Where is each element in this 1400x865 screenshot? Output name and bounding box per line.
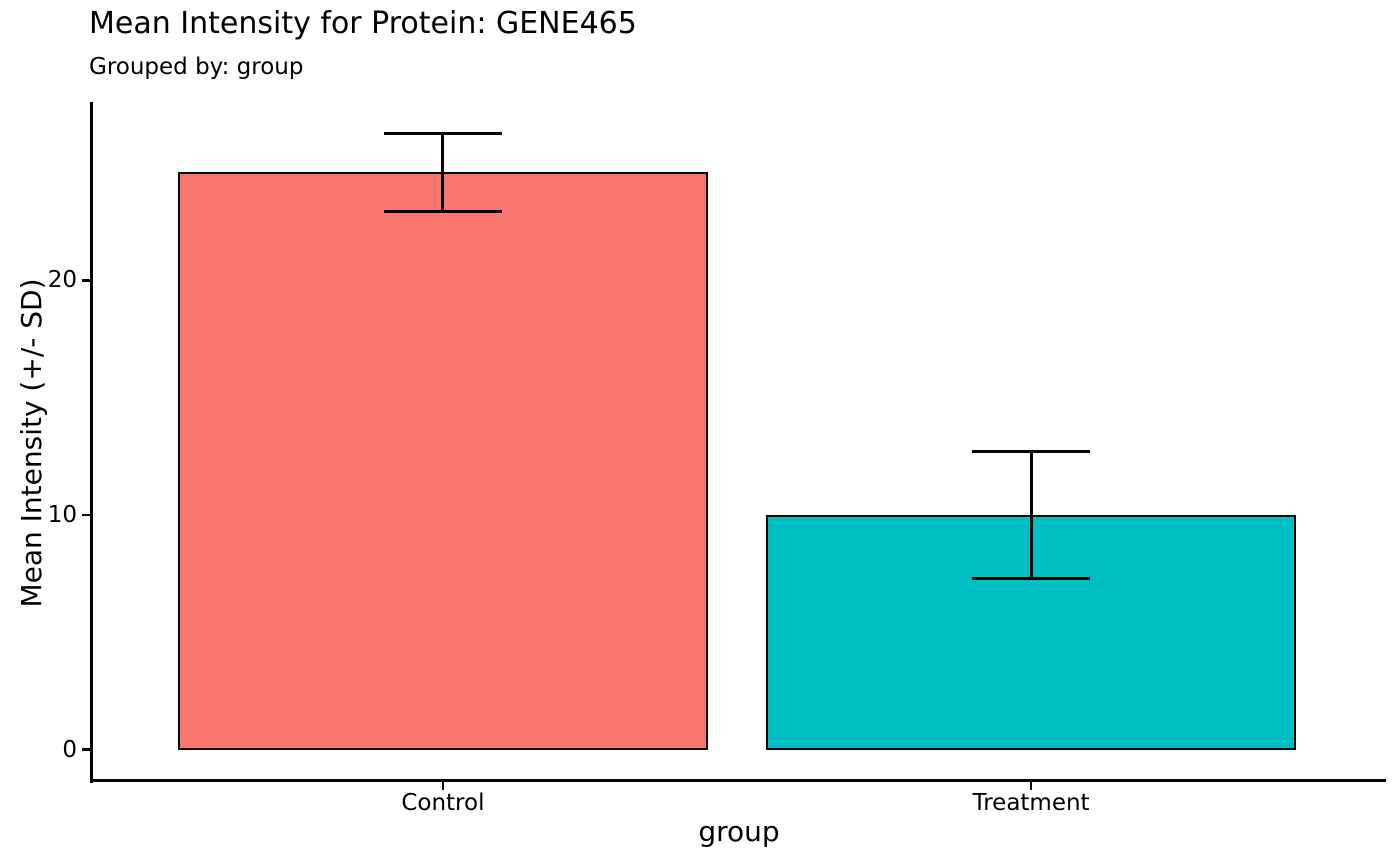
x-tick-label: Control [401,790,485,816]
error-bar-cap-bottom-control [384,209,502,213]
x-tick-label: Treatment [972,790,1090,816]
x-tick [441,781,445,790]
error-bar-cap-top-control [384,132,502,136]
y-tick-label: 0 [62,736,77,763]
y-axis-line [90,102,93,783]
chart-title: Mean Intensity for Protein: GENE465 [89,6,637,41]
y-tick-label: 10 [47,502,77,529]
error-bar-line-control [441,133,445,212]
y-tick [82,748,90,752]
chart-subtitle: Grouped by: group [89,54,304,80]
x-axis-label: group [698,815,780,848]
y-tick-label: 20 [47,267,77,294]
y-tick [82,279,90,282]
x-axis-line [90,779,1386,782]
error-bar-cap-bottom-treatment [972,576,1090,580]
error-bar-cap-top-treatment [972,450,1090,454]
bar-control [178,172,708,750]
error-bar-line-treatment [1029,451,1033,579]
x-tick [1029,781,1033,790]
y-tick [82,513,90,517]
